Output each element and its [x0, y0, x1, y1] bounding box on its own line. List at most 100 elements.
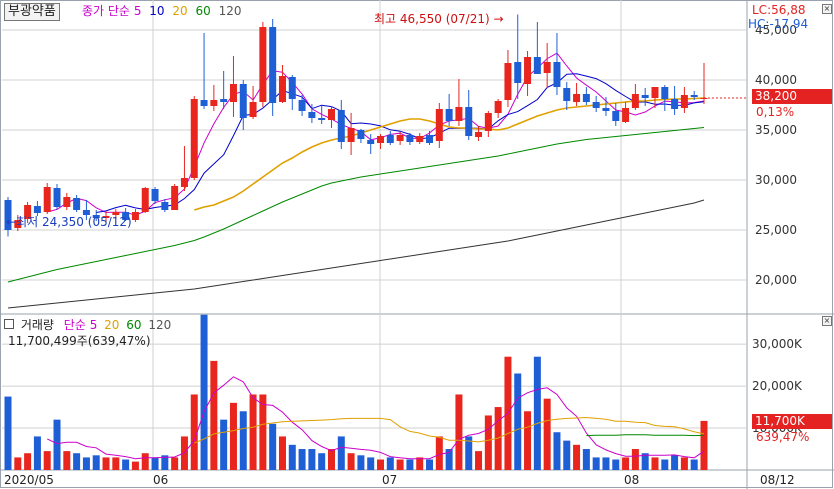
volume-close-icon[interactable]: ×: [822, 316, 832, 326]
volume-bar-30: [298, 449, 306, 470]
volume-bar-29: [288, 444, 296, 470]
candle-body-26: [259, 27, 267, 102]
x-label-2: 07: [382, 473, 398, 487]
candle-body-38: [377, 136, 385, 143]
price-ma-label: 종가 단순: [82, 4, 130, 18]
volume-bar-23: [229, 402, 237, 470]
volume-tick-label-30000: 30,000K: [752, 337, 803, 351]
volume-bar-65: [641, 453, 649, 470]
volume-bar-21: [210, 360, 218, 470]
volume-label: 거래량: [20, 318, 54, 332]
candle-body-36: [357, 130, 365, 139]
candle-body-9: [92, 215, 100, 218]
candle-body-11: [112, 212, 120, 215]
price-tick-label-45000: 45,000: [755, 23, 797, 37]
candle-body-0: [4, 200, 12, 230]
volume-bar-64: [631, 449, 639, 470]
volume-bar-27: [269, 423, 277, 470]
current-volume-badge: 11,700K: [752, 414, 832, 429]
candle-body-29: [288, 77, 296, 99]
candle-body-2: [24, 205, 32, 219]
candle-body-43: [426, 135, 434, 143]
left-arrow-icon: ←: [6, 215, 17, 229]
candle-body-19: [190, 99, 198, 178]
volume-bar-42: [416, 457, 424, 470]
candle-body-7: [73, 198, 81, 210]
candle-body-15: [151, 189, 159, 201]
candle-body-51: [504, 63, 512, 100]
volume-ma60-line: [586, 434, 705, 437]
volume-ma20-line: [194, 416, 705, 444]
x-end-label: 08/12: [760, 473, 795, 487]
candle-body-41: [406, 135, 414, 142]
square-icon: [4, 319, 14, 329]
high-price-text: 최고 46,550 (07/21): [374, 12, 490, 26]
ma-line-60: [7, 127, 705, 283]
candle-body-16: [161, 202, 169, 210]
hc-indicator: HC:-17,94: [748, 17, 809, 31]
candle-body-18: [180, 178, 188, 187]
price-ma-period-120: 120: [218, 4, 242, 18]
candle-body-33: [327, 109, 335, 120]
volume-bar-1: [14, 457, 22, 470]
x-label-0: 2020/05: [4, 473, 54, 487]
volume-bar-26: [259, 394, 267, 470]
close-icon[interactable]: ×: [822, 4, 832, 14]
price-tick-label-40000: 40,000: [755, 73, 797, 87]
volume-bar-59: [582, 449, 590, 470]
candle-body-48: [475, 132, 483, 137]
volume-bar-69: [680, 457, 688, 470]
ma-line-10: [96, 73, 705, 213]
candle-body-31: [308, 112, 316, 118]
volume-bar-56: [553, 432, 561, 470]
candle-body-22: [220, 99, 228, 102]
candle-body-61: [602, 108, 610, 111]
volume-bar-45: [445, 449, 453, 470]
candle-body-17: [171, 186, 179, 210]
volume-bar-0: [4, 396, 12, 470]
x-label-3: 08: [624, 473, 640, 487]
candle-body-27: [269, 27, 277, 103]
volume-bar-33: [327, 449, 335, 470]
ma-line-5: [47, 52, 705, 216]
volume-bar-7: [73, 453, 81, 470]
volume-bar-71: [700, 420, 708, 470]
volume-tick-label-20000: 20,000K: [752, 379, 803, 393]
volume-ma-period-5: 5: [89, 318, 98, 332]
candle-body-13: [131, 212, 139, 220]
volume-bar-52: [514, 373, 522, 470]
ticker-name[interactable]: 부광약품: [4, 3, 60, 21]
volume-bar-53: [524, 411, 532, 470]
candle-body-62: [612, 111, 620, 121]
candle-body-49: [484, 113, 492, 131]
candle-body-6: [63, 197, 71, 207]
volume-bar-48: [475, 451, 483, 470]
volume-bar-24: [239, 411, 247, 470]
volume-bar-13: [131, 461, 139, 470]
volume-bar-67: [661, 459, 669, 470]
candle-body-30: [298, 100, 306, 111]
volume-bar-68: [671, 455, 679, 470]
volume-bar-35: [347, 453, 355, 470]
volume-bar-63: [622, 457, 630, 470]
candle-body-10: [102, 216, 110, 218]
candle-body-5: [53, 188, 61, 207]
volume-ma-period-20: 20: [104, 318, 120, 332]
volume-bar-36: [357, 455, 365, 470]
volume-bar-28: [278, 436, 286, 470]
volume-bar-38: [377, 459, 385, 470]
ma-line-120: [7, 199, 705, 309]
x-label-1: 06: [153, 473, 169, 487]
volume-bar-22: [220, 419, 228, 470]
candle-body-40: [396, 135, 404, 141]
volume-bar-34: [337, 436, 345, 470]
volume-bar-40: [396, 459, 404, 470]
volume-bar-60: [592, 457, 600, 470]
volume-bar-12: [122, 459, 130, 470]
volume-readout: 11,700,499주(639,47%): [8, 334, 151, 348]
volume-ma-period-60: 60: [126, 318, 142, 332]
volume-bar-20: [200, 314, 208, 470]
candle-body-3: [33, 206, 41, 213]
volume-bar-66: [651, 457, 659, 470]
